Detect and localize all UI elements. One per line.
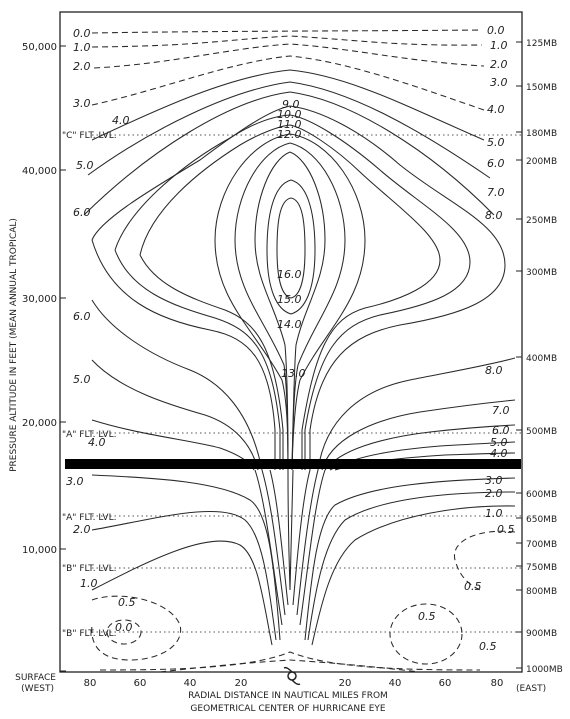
left-tick-20000: 20,000	[22, 418, 57, 429]
label-top-left-5: 5.0	[76, 159, 94, 172]
right-tick-300mb: 300MB	[526, 268, 557, 278]
right-tick-125mb: 125MB	[526, 39, 557, 49]
left-tick-40000: 40,000	[22, 166, 57, 177]
label-low-left-05: 0.5	[118, 596, 136, 609]
left-tick-surface: SURFACE	[15, 673, 56, 683]
label-mid-left-5: 5.0	[73, 373, 91, 386]
right-tick-700mb: 700MB	[526, 540, 557, 550]
label-top-right-7: 7.0	[487, 186, 505, 199]
label-center-9: 9.0	[282, 98, 300, 111]
label-low-left-1: 1.0	[80, 577, 98, 590]
bottom-tick-e60: 60	[439, 678, 452, 689]
label-center-13: 13.0	[281, 367, 306, 380]
right-tick-200mb: 200MB	[526, 157, 557, 167]
label-mid-left-6: 6.0	[73, 310, 91, 323]
label-low-right-05b: 0.5	[464, 580, 482, 593]
label-top-right-5: 5.0	[487, 136, 505, 149]
bottom-caption-line1: RADIAL DISTANCE IN NAUTICAL MILES FROM	[188, 691, 388, 701]
label-low-right-05d: 0.5	[479, 640, 497, 653]
flight-level-labels: "C" FLT. LVL. "A" FLT. LVL. "A" FLT. LVL…	[62, 131, 117, 639]
bottom-tick-e20: 20	[339, 678, 352, 689]
right-tick-150mb: 150MB	[526, 83, 557, 93]
redaction-bar	[65, 459, 521, 469]
contour-labels: 0.0 1.0 2.0 3.0 4.0 5.0 6.0 0.0 1.0 2.0 …	[66, 24, 515, 653]
bottom-tick-w60: 60	[134, 678, 147, 689]
label-top-right-2: 2.0	[490, 58, 508, 71]
label-top-right-8: 8.0	[485, 209, 503, 222]
bottom-axis: 80 60 40 20 20 40 60 80 RADIAL DISTANCE …	[84, 666, 504, 714]
label-top-right-0: 0.0	[487, 24, 505, 37]
label-low-left-2: 2.0	[73, 523, 91, 536]
bottom-tick-w40: 40	[184, 678, 197, 689]
label-center-14: 14.0	[277, 318, 302, 331]
bottom-tick-e80: 80	[491, 678, 504, 689]
flight-level-lines	[92, 134, 522, 633]
left-surface-west: (WEST)	[21, 684, 54, 694]
label-low-right-1: 1.0	[485, 507, 503, 520]
label-top-left-2: 2.0	[73, 60, 91, 73]
right-tick-650mb: 650MB	[526, 515, 557, 525]
left-tick-30000: 30,000	[22, 294, 57, 305]
flt-lvl-c: "C" FLT. LVL.	[62, 131, 117, 141]
label-mid-right-5: 5.0	[490, 436, 508, 449]
label-top-right-3: 3.0	[490, 76, 508, 89]
left-axis: 50,000 40,000 30,000 20,000 10,000 SURFA…	[9, 42, 66, 694]
label-center-16: 16.0	[277, 268, 302, 281]
label-low-left-0: 0.0	[115, 621, 133, 634]
label-low-right-2: 2.0	[485, 487, 503, 500]
right-tick-1000mb: 1000MB	[526, 665, 563, 675]
flt-lvl-a-lower: "A" FLT. LVL.	[62, 513, 116, 523]
label-top-left-3: 3.0	[73, 97, 91, 110]
label-top-left-6: 6.0	[73, 206, 91, 219]
bottom-caption-line2: GEOMETRICAL CENTER OF HURRICANE EYE	[190, 704, 385, 714]
flt-lvl-a-upper: "A" FLT. LVL.	[62, 430, 116, 440]
right-tick-900mb: 900MB	[526, 629, 557, 639]
right-tick-600mb: 600MB	[526, 490, 557, 500]
right-tick-750mb: 750MB	[526, 563, 557, 573]
label-mid-right-4: 4.0	[490, 447, 508, 460]
left-tick-50000: 50,000	[22, 42, 57, 53]
label-top-left-4: 4.0	[112, 114, 130, 127]
flt-lvl-b-upper: "B" FLT. LVL.	[62, 564, 116, 574]
label-low-left-3: 3.0	[66, 475, 84, 488]
label-center-12: 12.0	[277, 128, 302, 141]
left-axis-title: PRESSURE ALTITUDE IN FEET (MEAN ANNUAL T…	[9, 218, 19, 472]
bottom-tick-w20: 20	[235, 678, 248, 689]
right-tick-250mb: 250MB	[526, 216, 557, 226]
label-low-right-3: 3.0	[485, 474, 503, 487]
contour-lines-lower	[91, 469, 516, 673]
right-axis: 125MB 150MB 180MB 200MB 250MB 300MB 400M…	[516, 39, 563, 694]
label-mid-right-6: 6.0	[492, 424, 510, 437]
label-center-15: 15.0	[277, 293, 302, 306]
right-east-label: (EAST)	[516, 684, 546, 694]
right-tick-400mb: 400MB	[526, 354, 557, 364]
label-top-right-4: 4.0	[487, 103, 505, 116]
label-center-11: 11.0	[277, 118, 302, 131]
flt-lvl-b-lower: "B" FLT. LVL.	[62, 629, 116, 639]
hurricane-symbol-icon	[283, 666, 301, 686]
contour-lines-core	[91, 105, 506, 471]
bottom-tick-e40: 40	[389, 678, 402, 689]
label-center-10: 10.0	[277, 108, 302, 121]
label-mid-left-4: 4.0	[88, 436, 106, 449]
bottom-tick-w80: 80	[84, 678, 97, 689]
contour-lines-upper	[83, 29, 495, 216]
right-tick-500mb: 500MB	[526, 427, 557, 437]
label-top-left-1: 1.0	[73, 41, 91, 54]
label-top-left-0: 0.0	[73, 27, 91, 40]
label-top-right-1: 1.0	[490, 39, 508, 52]
contour-lines-left	[91, 299, 263, 471]
label-mid-right-8: 8.0	[485, 364, 503, 377]
right-tick-800mb: 800MB	[526, 587, 557, 597]
right-tick-180mb: 180MB	[526, 129, 557, 139]
label-top-right-6: 6.0	[487, 157, 505, 170]
label-low-right-05a: 0.5	[497, 523, 515, 536]
label-low-right-05c: 0.5	[418, 610, 436, 623]
contour-lines-right	[317, 357, 516, 471]
left-tick-10000: 10,000	[22, 545, 57, 556]
label-mid-right-7: 7.0	[492, 404, 510, 417]
